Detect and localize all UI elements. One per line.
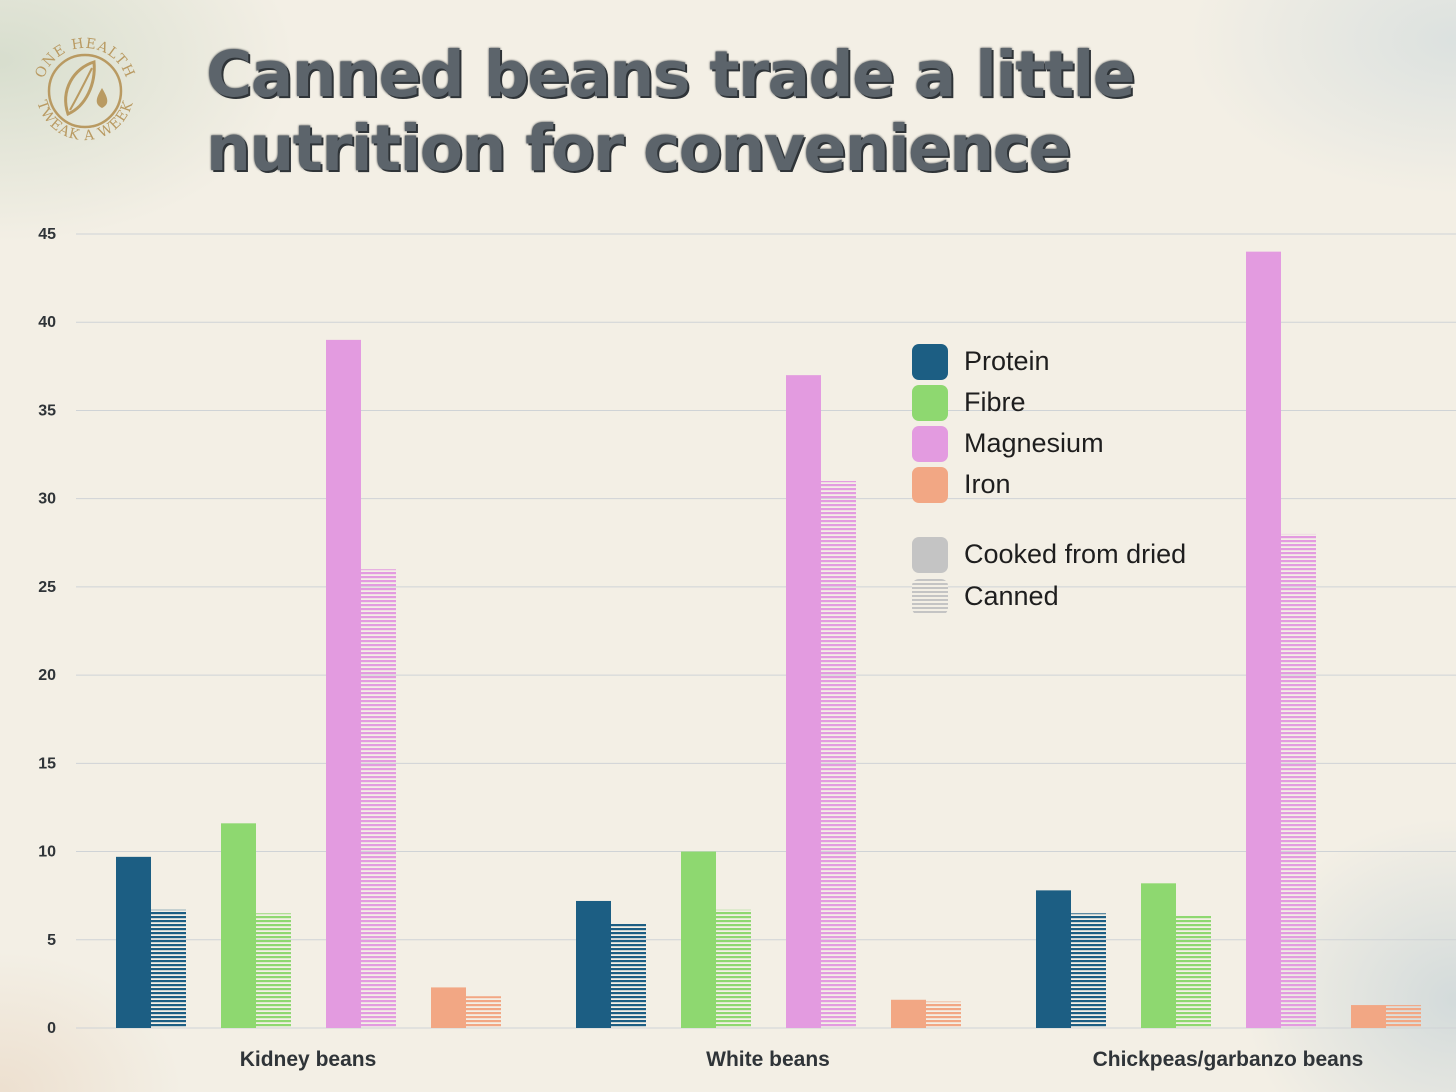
y-tick-label: 20 xyxy=(38,667,56,684)
legend-label-protein: Protein xyxy=(964,346,1050,376)
legend-swatch-protein xyxy=(912,344,948,380)
bar-protein-canned xyxy=(151,909,186,1028)
bar-protein-cooked-from-dried xyxy=(576,900,611,1028)
chart-title: Canned beans trade a little nutrition fo… xyxy=(206,38,1356,186)
bar-fibre-canned xyxy=(1176,915,1211,1028)
y-tick-label: 15 xyxy=(38,755,56,772)
bar-magnesium-cooked-from-dried xyxy=(1246,251,1281,1029)
y-tick-label: 30 xyxy=(38,491,56,508)
y-tick-label: 0 xyxy=(47,1020,56,1037)
legend-swatch-solid xyxy=(912,537,948,573)
legend-swatch-fibre xyxy=(912,385,948,421)
bar-magnesium-canned xyxy=(361,569,396,1028)
chart-title-line-1: Canned beans trade a little xyxy=(206,38,1135,111)
bar-iron-cooked-from-dried xyxy=(431,987,466,1028)
bar-protein-canned xyxy=(1071,913,1106,1028)
bars xyxy=(116,251,1421,1029)
legend-label-magnesium: Magnesium xyxy=(964,428,1104,458)
legend-swatch-magnesium xyxy=(912,426,948,462)
bar-fibre-canned xyxy=(256,913,291,1028)
y-tick-label: 35 xyxy=(38,402,56,419)
bar-protein-cooked-from-dried xyxy=(1036,890,1071,1028)
legend-swatch-striped xyxy=(912,579,948,615)
legend-swatch-iron xyxy=(912,467,948,503)
legend-label-fibre: Fibre xyxy=(964,387,1026,417)
y-tick-label: 45 xyxy=(38,226,56,243)
bar-fibre-canned xyxy=(716,909,751,1028)
y-tick-label: 40 xyxy=(38,314,56,331)
bar-magnesium-cooked-from-dried xyxy=(326,339,361,1028)
bar-iron-canned xyxy=(926,1001,961,1028)
bar-protein-canned xyxy=(611,923,646,1028)
legend-label-iron: Iron xyxy=(964,469,1011,499)
y-tick-label: 25 xyxy=(38,579,56,596)
y-tick-label: 10 xyxy=(38,844,56,861)
legend-label-cooked-from-dried: Cooked from dried xyxy=(964,539,1187,569)
bar-iron-cooked-from-dried xyxy=(891,999,926,1028)
bar-magnesium-canned xyxy=(1281,533,1316,1028)
bar-fibre-cooked-from-dried xyxy=(1141,883,1176,1028)
one-health-tweak-a-week-logo: ONE HEALTH TWEAK A WEEK xyxy=(32,36,136,145)
bar-magnesium-canned xyxy=(821,481,856,1028)
x-category-label: Kidney beans xyxy=(240,1048,377,1071)
bar-fibre-cooked-from-dried xyxy=(681,851,716,1028)
bar-fibre-cooked-from-dried xyxy=(221,823,256,1028)
bar-iron-canned xyxy=(1386,1005,1421,1028)
y-tick-label: 5 xyxy=(47,932,56,949)
x-category-label: White beans xyxy=(706,1048,830,1071)
y-axis-tick-labels: 0 5 10 15 20 25 30 35 40 45 xyxy=(38,226,56,1037)
bar-iron-canned xyxy=(466,996,501,1028)
bar-magnesium-cooked-from-dried xyxy=(786,375,821,1029)
chart-title-line-2: nutrition for convenience xyxy=(206,112,1071,185)
x-category-label: Chickpeas/garbanzo beans xyxy=(1093,1048,1364,1071)
x-axis-category-labels: Kidney beans White beans Chickpeas/garbanz… xyxy=(240,1048,1364,1071)
legend-label-canned: Canned xyxy=(964,581,1059,611)
bar-protein-cooked-from-dried xyxy=(116,856,151,1028)
gridlines xyxy=(76,233,1456,1029)
bar-iron-cooked-from-dried xyxy=(1351,1005,1386,1028)
